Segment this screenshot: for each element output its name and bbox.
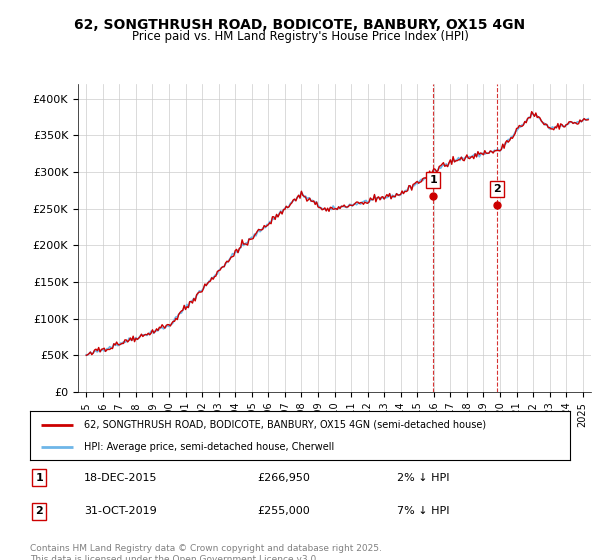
Text: £266,950: £266,950 bbox=[257, 473, 310, 483]
Text: £255,000: £255,000 bbox=[257, 506, 310, 516]
Text: HPI: Average price, semi-detached house, Cherwell: HPI: Average price, semi-detached house,… bbox=[84, 441, 334, 451]
Text: 7% ↓ HPI: 7% ↓ HPI bbox=[397, 506, 450, 516]
Text: Contains HM Land Registry data © Crown copyright and database right 2025.
This d: Contains HM Land Registry data © Crown c… bbox=[30, 544, 382, 560]
Text: Price paid vs. HM Land Registry's House Price Index (HPI): Price paid vs. HM Land Registry's House … bbox=[131, 30, 469, 43]
Text: 2% ↓ HPI: 2% ↓ HPI bbox=[397, 473, 450, 483]
Text: 62, SONGTHRUSH ROAD, BODICOTE, BANBURY, OX15 4GN: 62, SONGTHRUSH ROAD, BODICOTE, BANBURY, … bbox=[74, 18, 526, 32]
Text: 62, SONGTHRUSH ROAD, BODICOTE, BANBURY, OX15 4GN (semi-detached house): 62, SONGTHRUSH ROAD, BODICOTE, BANBURY, … bbox=[84, 420, 486, 430]
Text: 31-OCT-2019: 31-OCT-2019 bbox=[84, 506, 157, 516]
Text: 2: 2 bbox=[493, 184, 501, 194]
Text: 1: 1 bbox=[429, 175, 437, 185]
Text: 1: 1 bbox=[35, 473, 43, 483]
Text: 18-DEC-2015: 18-DEC-2015 bbox=[84, 473, 157, 483]
Text: 2: 2 bbox=[35, 506, 43, 516]
